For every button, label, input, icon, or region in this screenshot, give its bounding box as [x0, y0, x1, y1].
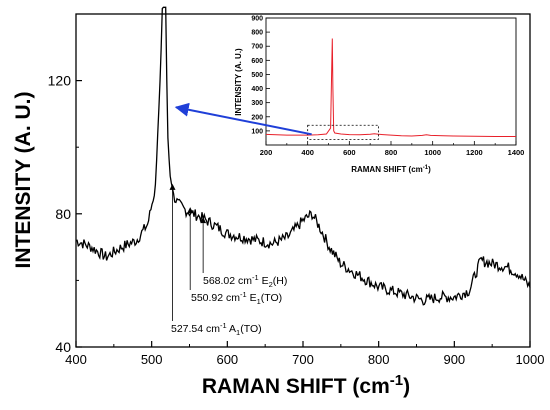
inset-y-tick-label: 900 — [251, 16, 263, 23]
inset-zoom-region-box — [307, 124, 379, 140]
peak-marker — [169, 183, 176, 190]
inset-y-tick-label: 400 — [251, 86, 263, 93]
inset-x-tick-label: 400 — [301, 148, 314, 157]
inset-y-tick-label: 200 — [251, 114, 263, 121]
main-series-line — [75, 6, 531, 306]
inset-x-label-text: RAMAN SHIFT — [351, 165, 406, 174]
main-y-axis-label: INTENSITY (A. U.) — [12, 92, 35, 269]
inset-x-tick-label: 600 — [343, 148, 356, 157]
inset-x-tick-label: 800 — [385, 148, 398, 157]
main-x-tick-label: 700 — [292, 352, 314, 367]
main-x-tick-label: 800 — [368, 352, 390, 367]
main-x-tick-label: 1000 — [516, 352, 545, 367]
inset-x-label-unit-sup: -1 — [423, 165, 429, 171]
main-y-tick-label: 40 — [55, 339, 71, 355]
peak-marker — [200, 217, 207, 224]
inset-x-tick-label: 200 — [260, 148, 273, 157]
peak-annotations: 527.54 cm-1 A1(TO) 550.92 cm-1 E1(TO)568.… — [169, 183, 287, 337]
inset-x-label-unit: (cm — [409, 165, 423, 174]
main-y-axis-ticks: 40 80 120 — [48, 13, 82, 355]
inset-x-tick-label: 1000 — [424, 148, 441, 157]
inset-x-axis-label: RAMAN SHIFT (cm-1) — [351, 165, 431, 174]
inset-plot: 200 400 600 800 1000 1200 1400 100 200 300 400 500… — [234, 16, 524, 175]
inset-y-tick-label: 600 — [251, 58, 263, 65]
main-x-tick-label: 400 — [65, 352, 87, 367]
main-x-label-unit: (cm — [352, 375, 389, 398]
inset-x-tick-label: 1400 — [508, 148, 525, 157]
inset-y-tick-label: 300 — [251, 100, 263, 107]
inset-y-tick-label: 100 — [251, 128, 263, 135]
peak-label: 527.54 cm-1 A1(TO) — [171, 321, 262, 337]
inset-x-tick-label: 1200 — [466, 148, 483, 157]
main-x-tick-label: 500 — [141, 352, 163, 367]
inset-plot-background — [266, 18, 516, 145]
peak-label: 550.92 cm-1 E1(TO) — [191, 290, 282, 306]
inset-x-axis-ticks: 200 400 600 800 1000 1200 1400 — [260, 141, 525, 157]
inset-y-tick-label: 800 — [251, 30, 263, 37]
peak-label: 568.02 cm-1 E2(H) — [203, 273, 287, 289]
main-y-tick-label: 120 — [48, 73, 72, 89]
main-x-label-unit-close: ) — [403, 375, 410, 398]
inset-series-line — [265, 38, 516, 137]
inset-y-axis-label: INTENSITY (A. U.) — [234, 48, 243, 116]
inset-y-tick-label: 500 — [251, 72, 263, 79]
main-y-tick-label: 80 — [55, 206, 71, 222]
inset-y-axis-ticks: 100 200 300 400 500 600 700 800 900 — [251, 16, 270, 135]
main-x-tick-label: 900 — [443, 352, 465, 367]
inset-x-label-unit-close: ) — [428, 165, 431, 174]
main-plot: 400 500 600 700 800 900 1000 40 80 120 527.54 cm… — [12, 6, 544, 398]
main-x-axis-ticks: 400 500 600 700 800 900 1000 — [65, 341, 544, 367]
peak-marker — [187, 207, 194, 214]
main-x-label-text: RAMAN SHIFT — [202, 375, 347, 398]
main-x-tick-label: 600 — [216, 352, 238, 367]
main-x-label-unit-sup: -1 — [390, 372, 403, 389]
inset-callout-arrow — [174, 102, 312, 136]
main-x-axis-label: RAMAN SHIFT (cm-1) — [202, 372, 410, 398]
inset-y-tick-label: 700 — [251, 44, 263, 51]
